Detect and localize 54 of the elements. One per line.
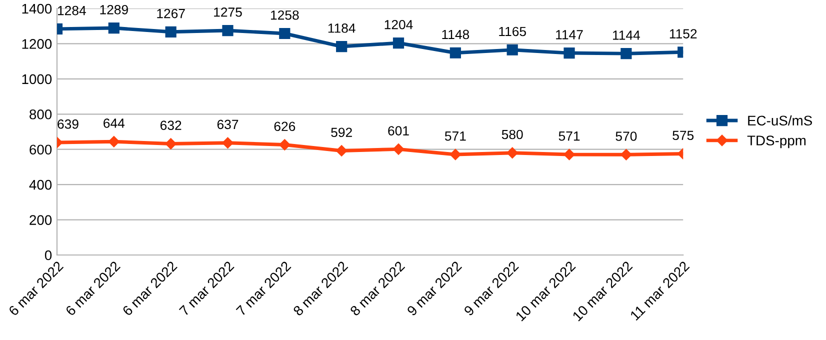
data-label: 571 [444, 132, 466, 141]
y-tick-label: 1000 [22, 74, 52, 84]
legend-label: EC-uS/mS [748, 115, 812, 126]
point [620, 149, 632, 160]
point [279, 139, 290, 150]
legend-label: TDS-ppm [747, 136, 806, 148]
point [336, 145, 348, 156]
y-tick-label: 1400 [22, 4, 52, 14]
point [564, 47, 575, 59]
data-label: 571 [558, 132, 580, 141]
point [222, 137, 234, 148]
point [222, 24, 234, 36]
point [279, 28, 290, 40]
data-label: 632 [160, 120, 182, 130]
data-label: 1147 [556, 30, 583, 40]
point [450, 47, 461, 58]
point [392, 37, 404, 49]
data-label: 639 [58, 119, 78, 129]
y-tick-label: 1200 [22, 39, 52, 49]
point [165, 138, 176, 150]
point [450, 148, 462, 160]
data-label: 1204 [384, 20, 413, 30]
data-label: 1184 [328, 23, 356, 33]
data-label: 644 [104, 118, 125, 128]
point [108, 136, 120, 148]
data-label: 1275 [214, 7, 242, 17]
data-label: 1258 [271, 10, 299, 20]
data-label: 575 [672, 130, 694, 140]
data-label: 592 [331, 128, 352, 138]
data-label: 626 [274, 122, 296, 132]
y-tick-label: 600 [30, 144, 52, 155]
y-tick-label: 200 [30, 215, 52, 225]
data-label: 637 [217, 120, 238, 130]
y-tick-label: 400 [29, 180, 52, 190]
y-tick-label: 800 [30, 109, 52, 120]
point [506, 44, 518, 56]
data-label: 580 [502, 130, 523, 140]
data-label: 1267 [157, 8, 185, 18]
data-label: 1148 [442, 30, 470, 40]
data-label: 570 [616, 132, 637, 141]
point [506, 147, 518, 158]
y-tick-label: 0 [44, 250, 52, 260]
data-label: 1284 [58, 6, 86, 16]
point [620, 48, 632, 60]
data-label: 601 [388, 126, 409, 136]
point [392, 144, 404, 155]
data-label: 1144 [613, 30, 640, 40]
point [564, 148, 575, 160]
data-label: 1152 [670, 29, 697, 38]
data-label: 1289 [100, 4, 128, 14]
data-label: 1165 [499, 26, 526, 36]
point [336, 40, 348, 52]
point [165, 26, 176, 38]
point [108, 22, 120, 34]
